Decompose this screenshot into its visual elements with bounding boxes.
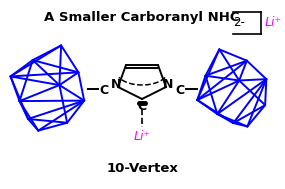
Text: C: C — [137, 99, 146, 112]
Text: Li⁺: Li⁺ — [264, 16, 282, 29]
Text: 10-Vertex: 10-Vertex — [106, 162, 178, 175]
Text: Li⁺: Li⁺ — [133, 130, 150, 143]
Text: A Smaller Carboranyl NHC: A Smaller Carboranyl NHC — [44, 11, 240, 24]
Text: 2-: 2- — [233, 16, 245, 29]
Text: C: C — [99, 84, 109, 98]
Text: C: C — [176, 84, 185, 98]
Text: N: N — [163, 77, 173, 91]
Text: N: N — [111, 77, 121, 91]
